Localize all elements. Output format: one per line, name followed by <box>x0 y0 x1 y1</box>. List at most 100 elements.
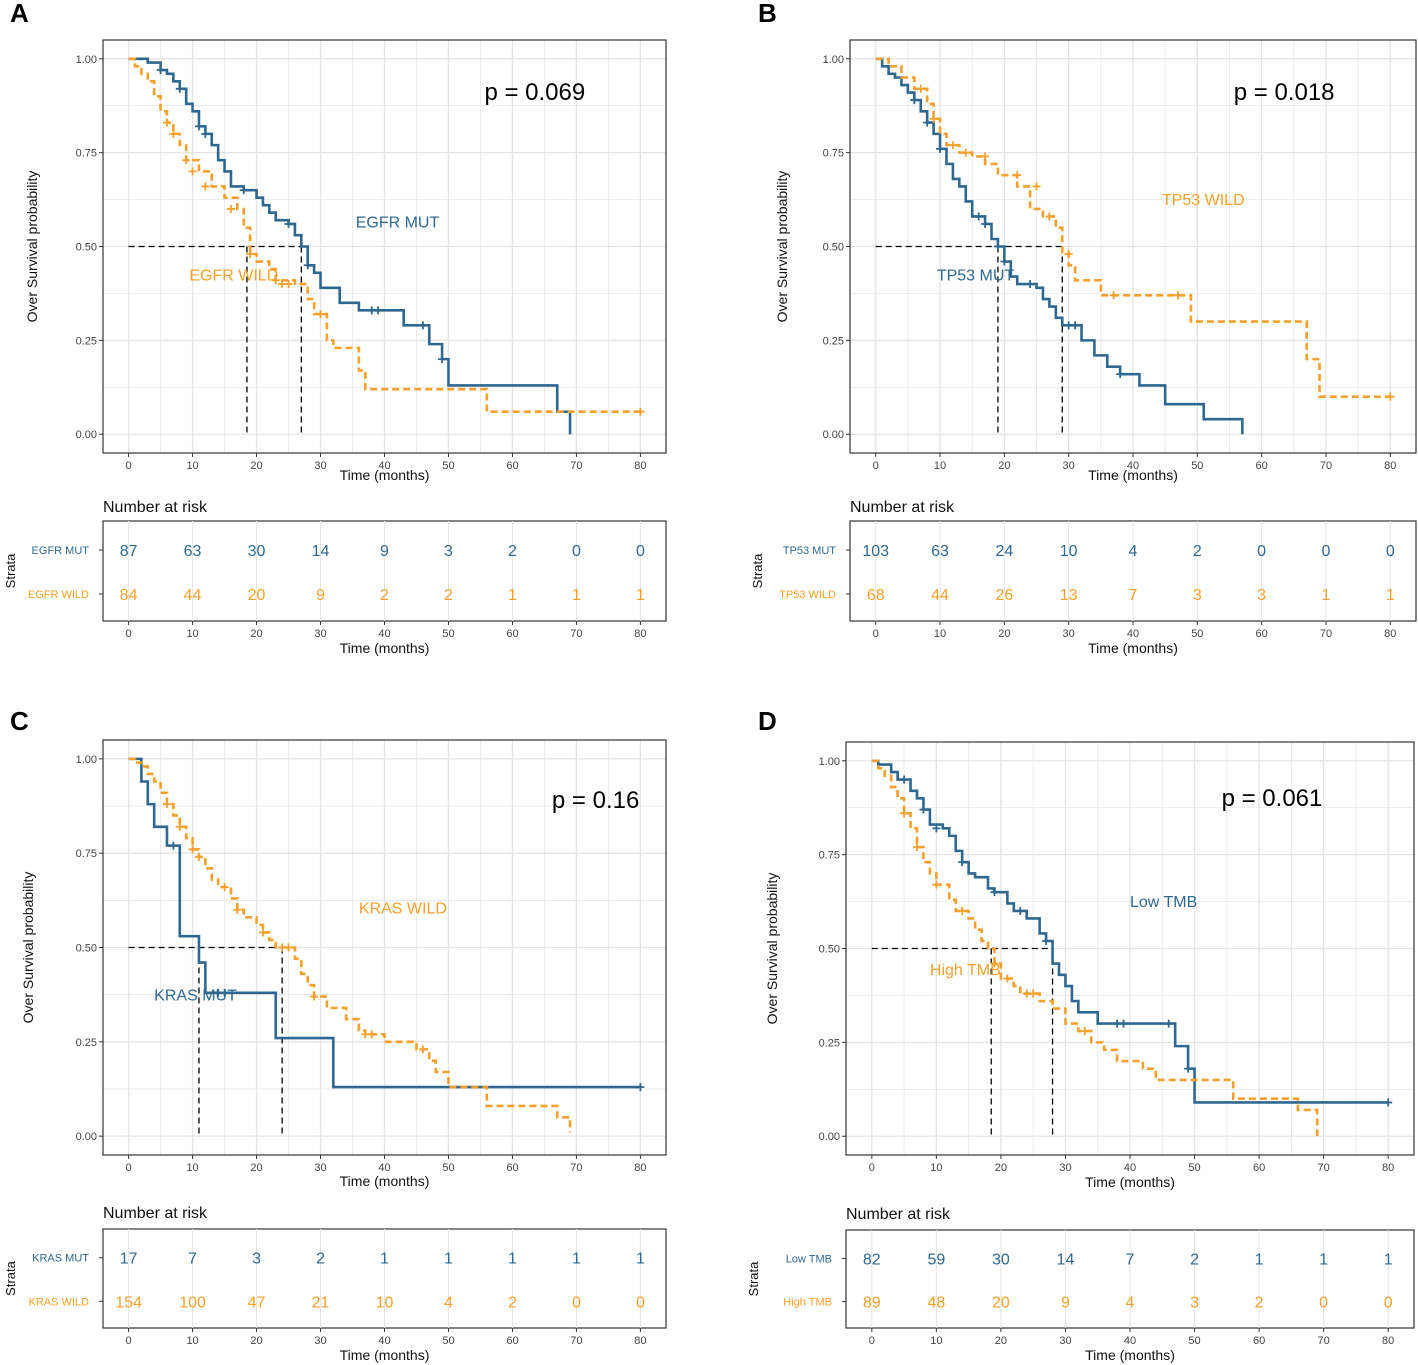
x-tick-label: 20 <box>250 460 262 472</box>
censor-mark-wild <box>316 310 325 319</box>
risk-count-wild: 84 <box>120 587 138 604</box>
risk-row-label-wild: KRAS WILD <box>28 1296 89 1308</box>
censor-mark-wild <box>271 276 280 285</box>
x-axis-title: Time (months) <box>340 1173 430 1189</box>
risk-count-wild: 20 <box>248 587 266 604</box>
median-lines <box>875 245 1063 435</box>
risk-table-title: Number at risk <box>850 499 955 516</box>
y-tick-label: 1.00 <box>76 754 97 766</box>
risk-count-mut: 10 <box>1060 543 1078 560</box>
risk-count-wild: 44 <box>184 587 202 604</box>
y-tick-label: 1.00 <box>823 54 844 66</box>
y-tick-label: 0.25 <box>819 1037 840 1049</box>
strata-axis-title: Strata <box>750 553 765 588</box>
risk-x-tick-label: 70 <box>570 1335 582 1347</box>
censor-mark-wild <box>1080 1027 1089 1036</box>
risk-count-wild: 0 <box>1319 1295 1328 1312</box>
x-tick-label: 0 <box>126 460 132 472</box>
risk-count-wild: 48 <box>927 1295 945 1312</box>
censor-mark-mut <box>1184 1064 1193 1073</box>
x-tick-label: 0 <box>873 460 879 472</box>
x-tick-label: 60 <box>1253 1162 1265 1174</box>
y-tick-label: 0.25 <box>76 1037 97 1049</box>
risk-count-mut: 1 <box>380 1251 389 1268</box>
censor-mark-wild <box>1064 250 1073 259</box>
x-tick-label: 20 <box>998 460 1010 472</box>
risk-count-wild: 1 <box>1322 587 1331 604</box>
censor-mark-wild <box>162 118 171 127</box>
censor-mark-mut <box>220 988 229 997</box>
curve-label-wild: KRAS WILD <box>359 901 447 918</box>
risk-count-wild: 68 <box>867 587 885 604</box>
risk-count-wild: 2 <box>508 1294 517 1311</box>
risk-x-tick-label: 0 <box>873 628 879 640</box>
risk-x-tick-label: 0 <box>126 1335 132 1347</box>
risk-count-mut: 3 <box>444 543 453 560</box>
censor-mark-wild <box>246 250 255 259</box>
censor-mark-wild <box>188 845 197 854</box>
risk-count-mut: 7 <box>1126 1251 1135 1268</box>
censor-mark-mut <box>981 219 990 228</box>
risk-count-wild: 13 <box>1060 587 1078 604</box>
panel-a: A0.000.250.500.751.000 10 20 30 40 50 60 70 80Ti… <box>3 0 667 656</box>
censor-mark-mut <box>1164 1019 1173 1028</box>
censor-mark-mut <box>1071 321 1080 330</box>
risk-x-tick-label: 30 <box>1063 628 1075 640</box>
censor-mark-wild <box>1109 291 1118 300</box>
censor-mark-wild <box>175 822 184 831</box>
p-value-label: p = 0.16 <box>552 787 639 814</box>
risk-count-mut: 3 <box>252 1251 261 1268</box>
x-tick-label: 80 <box>1384 460 1396 472</box>
x-tick-label: 50 <box>442 1162 454 1174</box>
x-tick-label: 30 <box>1059 1162 1071 1174</box>
curve-label-wild: High TMB <box>930 962 1001 979</box>
censor-mark-wild <box>1045 212 1054 221</box>
risk-count-wild: 0 <box>572 1294 581 1311</box>
censor-mark-wild <box>188 167 197 176</box>
y-axis-title: Over Survival probability <box>764 873 780 1025</box>
y-tick-label: 0.75 <box>76 148 97 160</box>
y-tick-label: 1.00 <box>76 54 97 66</box>
censor-mark-wild <box>981 152 990 161</box>
curve-label-mut: TP53 MUT <box>937 267 1015 284</box>
risk-count-mut: 30 <box>992 1251 1010 1268</box>
censor-mark-wild <box>900 809 909 818</box>
censor-mark-wild <box>1174 291 1183 300</box>
censor-mark-mut <box>1016 906 1025 915</box>
censor-mark-wild <box>418 1045 427 1054</box>
curve-label-wild: TP53 WILD <box>1162 192 1245 209</box>
risk-count-wild: 20 <box>992 1295 1010 1312</box>
risk-count-mut: 0 <box>1257 543 1266 560</box>
x-tick-label: 70 <box>570 460 582 472</box>
risk-x-tick-label: 20 <box>995 1335 1007 1347</box>
x-tick-label: 50 <box>1191 460 1203 472</box>
risk-x-tick-label: 40 <box>378 1335 390 1347</box>
censor-mark-mut <box>201 129 210 138</box>
censor-mark-wild <box>226 204 235 213</box>
risk-count-wild: 2 <box>380 587 389 604</box>
risk-table-title: Number at risk <box>846 1206 951 1223</box>
risk-count-wild: 1 <box>508 587 517 604</box>
risk-x-tick-label: 50 <box>1188 1335 1200 1347</box>
censor-mark-wild <box>162 800 171 809</box>
censor-mark-mut <box>958 858 967 867</box>
risk-x-tick-label: 80 <box>1384 628 1396 640</box>
censor-mark-mut <box>1116 370 1125 379</box>
risk-x-tick-label: 70 <box>1320 628 1332 640</box>
risk-row-label-mut: Low TMB <box>786 1253 832 1265</box>
risk-x-tick-label: 50 <box>442 628 454 640</box>
risk-count-wild: 3 <box>1257 587 1266 604</box>
curve-label-mut: EGFR MUT <box>356 215 440 232</box>
panel-letter: C <box>10 706 29 736</box>
x-tick-label: 20 <box>995 1162 1007 1174</box>
censor-mark-mut <box>900 775 909 784</box>
y-tick-label: 1.00 <box>819 756 840 768</box>
x-tick-label: 60 <box>1256 460 1268 472</box>
risk-x-axis-title: Time (months) <box>1085 1347 1175 1363</box>
y-tick-label: 0.00 <box>76 1131 97 1143</box>
y-axis-title: Over Survival probability <box>24 171 40 323</box>
risk-count-wild: 4 <box>444 1294 453 1311</box>
risk-x-tick-label: 30 <box>314 1335 326 1347</box>
censor-mark-mut <box>1119 1019 1128 1028</box>
risk-x-tick-label: 30 <box>314 628 326 640</box>
